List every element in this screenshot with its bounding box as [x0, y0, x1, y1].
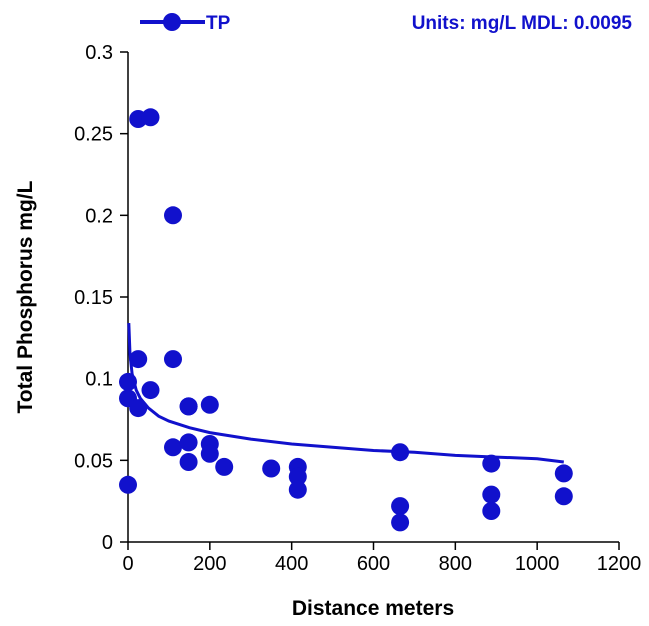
x-tick-label: 400: [275, 553, 308, 575]
data-point: [119, 475, 137, 494]
x-tick-label: 1000: [515, 553, 560, 575]
trendline: [127, 323, 564, 464]
x-axis-title: Distance meters: [292, 597, 454, 620]
data-point: [141, 108, 160, 127]
data-point: [288, 467, 307, 486]
data-point: [391, 443, 410, 462]
data-points: [119, 108, 573, 532]
y-tick-label: 0.15: [74, 287, 113, 309]
data-point: [391, 497, 410, 516]
x-tick-label: 200: [193, 553, 226, 575]
y-tick-label: 0.1: [85, 369, 113, 391]
x-tick-label: 800: [439, 553, 472, 575]
data-point: [179, 433, 198, 452]
data-point: [482, 485, 501, 504]
data-point: [164, 350, 182, 369]
data-point: [482, 502, 501, 520]
data-point: [554, 487, 573, 506]
data-point: [482, 454, 501, 473]
data-point: [391, 513, 410, 532]
data-point: [179, 397, 198, 416]
x-tick-label: 600: [357, 553, 390, 575]
data-point: [164, 206, 182, 225]
data-point: [215, 457, 234, 476]
trendline-layer: [127, 323, 564, 464]
legend: TP: [140, 13, 231, 34]
data-point: [288, 480, 307, 499]
legend-marker: [163, 13, 181, 31]
y-tick-label: 0.3: [85, 42, 113, 64]
axes: 0 0.05 0.1 0.15 0.2 0.25 0.3 0 200 400 600 800 1000 1…: [74, 42, 641, 575]
y-tick-label: 0.25: [74, 124, 113, 146]
data-point: [262, 459, 281, 478]
data-point: [129, 399, 148, 418]
data-point: [200, 395, 219, 414]
x-tick-label: 1200: [597, 553, 642, 575]
data-point: [164, 438, 182, 457]
data-point: [141, 381, 160, 400]
y-tick-label: 0: [102, 532, 113, 554]
y-tick-label: 0.2: [85, 205, 113, 227]
data-point: [129, 350, 148, 369]
legend-label: TP: [206, 13, 231, 34]
x-tick-label: 0: [122, 553, 133, 575]
data-point: [179, 453, 198, 471]
data-point: [119, 372, 137, 391]
data-point: [554, 464, 573, 483]
units-annotation: Units: mg/L MDL: 0.0095: [412, 13, 633, 34]
y-tick-label: 0.05: [74, 450, 113, 472]
data-point: [200, 444, 219, 463]
y-axis-title: Total Phosphorus mg/L: [14, 180, 37, 413]
